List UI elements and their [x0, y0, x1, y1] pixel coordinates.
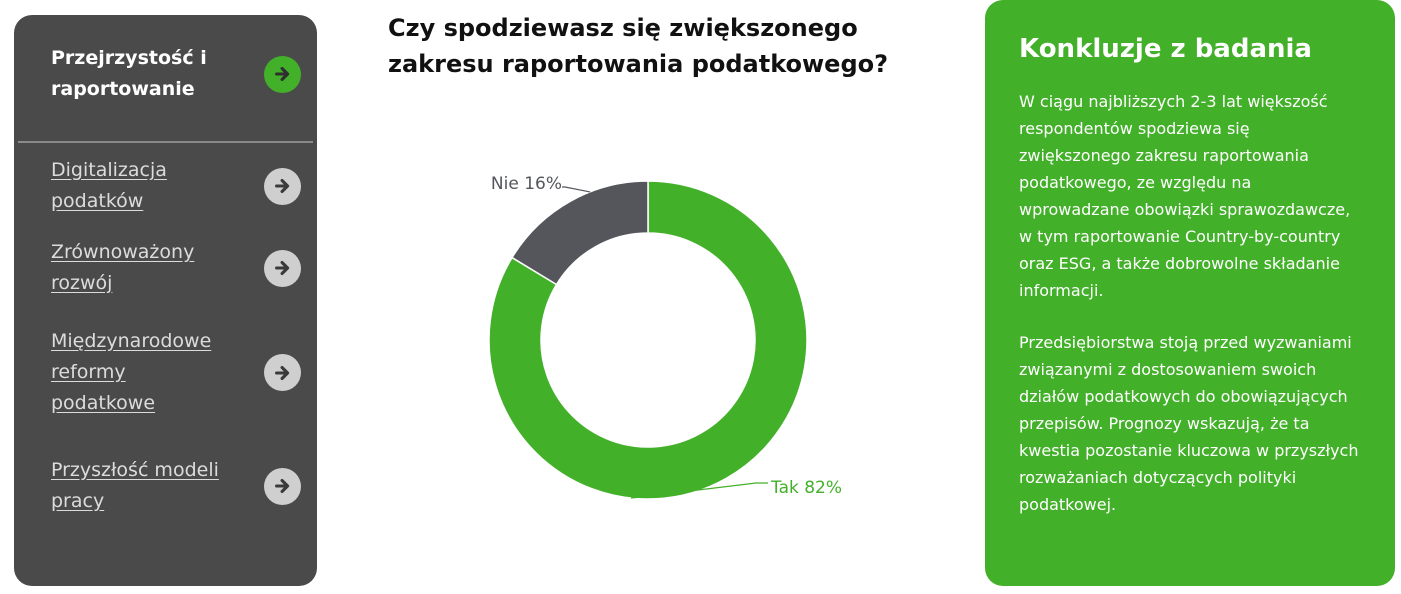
slice-label: Tak 82% — [770, 478, 842, 498]
arrow-right-icon — [264, 467, 301, 505]
arrow-right-icon — [264, 167, 301, 205]
sidebar-item-label: Digitalizacja podatków — [51, 159, 167, 212]
arrow-right-icon — [264, 354, 301, 391]
chart-question: Czy spodziewasz się zwiększonego zakresu… — [388, 14, 889, 78]
panel-paragraph-2: Przedsiębiorstwa stoją przed wyzwaniami … — [1019, 333, 1359, 514]
panel-paragraph-1: W ciągu najbliższych 2-3 lat większość r… — [1019, 92, 1351, 300]
arrow-right-icon — [264, 249, 301, 287]
sidebar-divider — [18, 141, 313, 143]
panel-title: Konkluzje z badania — [1019, 34, 1312, 64]
donut-slice — [488, 180, 808, 500]
sidebar-item-zrownowazony-rozwoj[interactable]: Zrównoważony rozwój — [51, 237, 301, 299]
sidebar-item-przyszlosc-modeli-pracy[interactable]: Przyszłość modeli pracy — [51, 455, 301, 517]
donut-chart: Tak 82% Nie 16% — [488, 174, 842, 500]
sidebar-item-label: Zrównoważony rozwój — [51, 241, 195, 294]
leader-line — [630, 482, 768, 499]
sidebar-item-przejrzystosc[interactable]: Przejrzystość i raportowanie — [51, 43, 301, 105]
donut-slice — [511, 180, 649, 286]
slice-label: Nie 16% — [491, 174, 562, 194]
sidebar-item-label: Międzynarodowe reformy podatkowe — [51, 330, 212, 414]
sidebar-item-label: Przejrzystość i raportowanie — [51, 47, 207, 100]
conclusions-panel: Konkluzje z badania W ciągu najbliższych… — [985, 0, 1395, 586]
sidebar-item-digitalizacja[interactable]: Digitalizacja podatków — [51, 155, 301, 217]
arrow-right-icon — [264, 55, 301, 93]
sidebar-item-miedzynarodowe-reformy[interactable]: Międzynarodowe reformy podatkowe — [51, 326, 301, 419]
sidebar-item-label: Przyszłość modeli pracy — [51, 459, 219, 512]
sidebar-nav: Przejrzystość i raportowanie Digitalizac… — [14, 15, 317, 586]
leader-line — [562, 186, 591, 193]
